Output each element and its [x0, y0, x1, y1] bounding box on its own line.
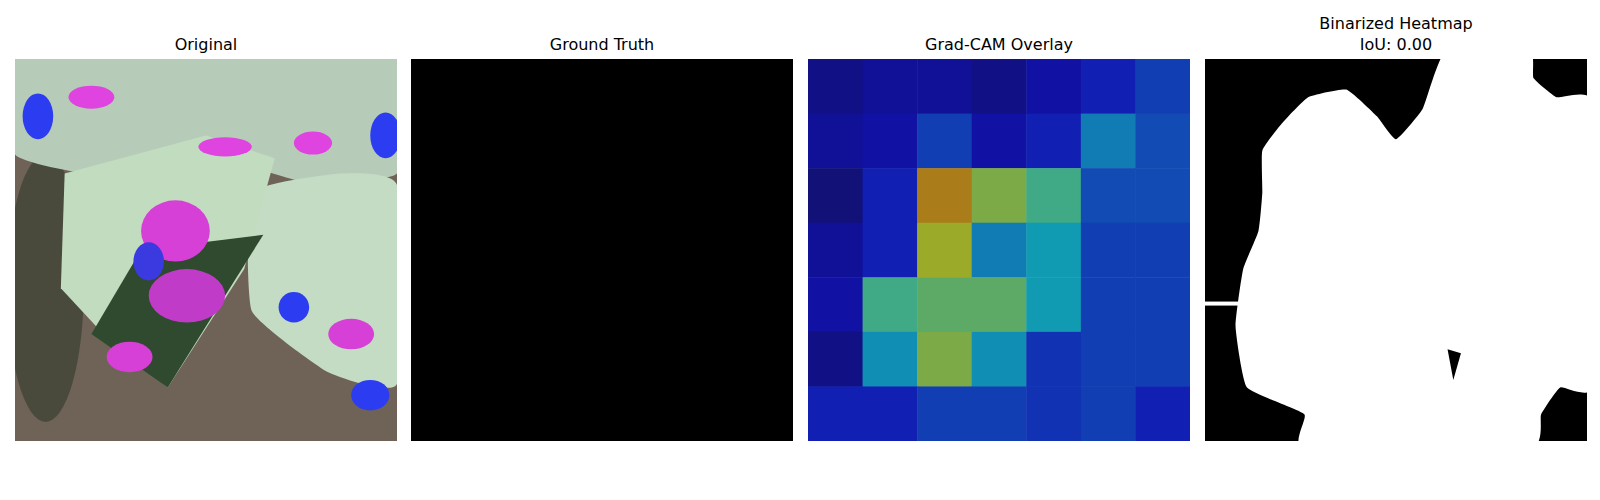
panel-title: Binarized Heatmap: [1319, 14, 1472, 33]
heatmap-cell: [917, 386, 972, 441]
heatmap-cell: [917, 59, 972, 114]
patch: [279, 292, 310, 323]
patch: [107, 342, 153, 373]
panel-title: Original: [175, 35, 238, 54]
heatmap-cell: [863, 277, 918, 332]
panel-content: [15, 59, 397, 441]
panel-content: [1205, 59, 1587, 441]
panel: [808, 59, 1191, 442]
patch: [133, 242, 164, 280]
heatmap-cell: [808, 168, 863, 223]
heatmap-cell: [1135, 386, 1190, 441]
patch: [198, 137, 251, 156]
heatmap-cell: [863, 332, 918, 387]
heatmap-cell: [972, 386, 1027, 441]
heatmap-cell: [1135, 332, 1190, 387]
mask-region: [1236, 59, 1587, 441]
patch: [23, 93, 54, 139]
heatmap-cell: [972, 168, 1027, 223]
panel-title: Ground Truth: [550, 35, 655, 54]
heatmap-cell: [1026, 386, 1081, 441]
figure: Original Ground Truth Grad-CAM Overlay Bina…: [0, 0, 1600, 500]
heatmap-cell: [863, 114, 918, 169]
leaf-center: [61, 135, 275, 387]
heatmap-cell: [808, 386, 863, 441]
heatmap-cell: [1135, 277, 1190, 332]
heatmap-cell: [1026, 59, 1081, 114]
panel: [2, 54, 409, 441]
heatmap-cell: [808, 277, 863, 332]
patch: [294, 132, 332, 155]
heatmap-cell: [863, 59, 918, 114]
heatmap-cell: [917, 277, 972, 332]
heatmap-cell: [808, 59, 863, 114]
panel-content: [808, 59, 1190, 441]
heatmap-cell: [1081, 332, 1136, 387]
heatmap-cell: [1135, 168, 1190, 223]
mask-hole: [1448, 349, 1461, 380]
heatmap-cell: [917, 332, 972, 387]
heatmap-cell: [1026, 114, 1081, 169]
heatmap-cell: [1081, 277, 1136, 332]
patch: [328, 319, 374, 350]
panel-content: [411, 59, 793, 441]
heatmap-cell: [1081, 114, 1136, 169]
heatmap-cell: [1026, 168, 1081, 223]
heatmap-cell: [808, 223, 863, 278]
heatmap-cell: [863, 386, 918, 441]
panel-title: Grad-CAM Overlay: [925, 35, 1073, 54]
heatmap-cell: [863, 168, 918, 223]
patch: [370, 112, 397, 158]
heatmap-cell: [1081, 223, 1136, 278]
heatmap-cell: [1081, 386, 1136, 441]
heatmap-cell: [972, 223, 1027, 278]
mask-strip: [1205, 302, 1243, 306]
heatmap-cell: [917, 168, 972, 223]
heatmap-cell: [1026, 332, 1081, 387]
heatmap-cell: [808, 332, 863, 387]
panel: [411, 59, 793, 441]
heatmap-cell: [1026, 223, 1081, 278]
heatmap-cell: [1081, 59, 1136, 114]
heatmap-cell: [1026, 277, 1081, 332]
heatmap-cell: [972, 332, 1027, 387]
heatmap-cell: [972, 114, 1027, 169]
heatmap-cell: [1135, 59, 1190, 114]
heatmap-cell: [917, 114, 972, 169]
heatmap-cell: [972, 59, 1027, 114]
patch: [68, 86, 114, 109]
patch: [351, 380, 389, 411]
patch: [149, 269, 225, 322]
heatmap-cell: [1135, 223, 1190, 278]
heatmap-cell: [1135, 114, 1190, 169]
leaf-right: [248, 173, 397, 388]
heatmap-cell: [917, 223, 972, 278]
panel-subtitle: IoU: 0.00: [1360, 35, 1432, 54]
heatmap-cell: [972, 277, 1027, 332]
heatmap-cell: [808, 114, 863, 169]
panel: [1205, 49, 1596, 450]
mask: [411, 59, 793, 441]
heatmap-cell: [1081, 168, 1136, 223]
heatmap-cell: [863, 223, 918, 278]
